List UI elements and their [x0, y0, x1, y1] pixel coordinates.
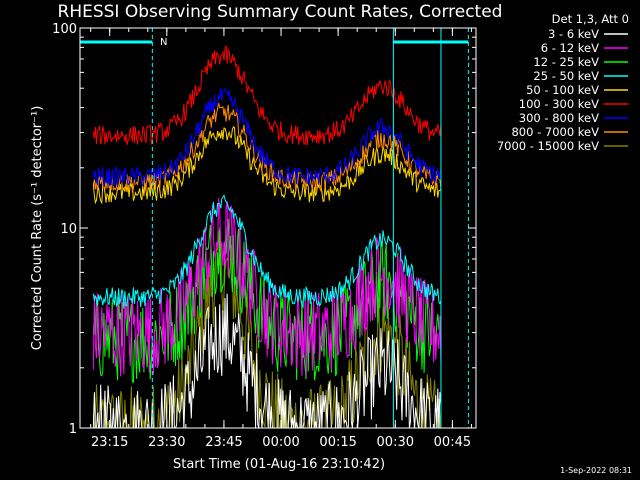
timestamp: 1-Sep-2022 08:31: [560, 466, 632, 475]
x-tick-label-4: 00:15: [319, 435, 356, 450]
x-tick-label-1: 23:30: [148, 435, 185, 450]
series-line-1: [92, 197, 442, 377]
legend-label-7: 800 - 7000 keV: [511, 125, 599, 139]
legend-label-6: 300 - 800 keV: [519, 111, 599, 125]
y-tick-label-2: 100: [52, 22, 77, 37]
y-tick-label-0: 1: [69, 422, 77, 437]
x-tick-label-6: 00:45: [434, 435, 471, 450]
legend-label-5: 100 - 300 keV: [519, 97, 599, 111]
legend-header: Det 1,3, Att 0: [552, 12, 629, 26]
chart-title: RHESSI Observing Summary Count Rates, Co…: [58, 2, 503, 22]
x-tick-label-0: 23:15: [91, 435, 128, 450]
x-axis-label: Start Time (01-Aug-16 23:10:42): [173, 457, 385, 472]
legend-label-8: 7000 - 15000 keV: [497, 139, 599, 153]
legend-label-4: 50 - 100 keV: [526, 83, 599, 97]
series-line-5: [92, 44, 442, 146]
legend-label-3: 25 - 50 keV: [533, 69, 599, 83]
legend-label-1: 6 - 12 keV: [541, 41, 599, 55]
x-tick-label-5: 00:30: [377, 435, 414, 450]
legend-label-2: 12 - 25 keV: [533, 55, 599, 69]
axes: 1 10 100 23:15 23:30 23:45 00:00 00:15 00:30 00:4…: [52, 22, 476, 450]
plot-area: N: [80, 28, 469, 430]
x-tick-label-2: 23:45: [205, 435, 242, 450]
series-line-6: [92, 87, 442, 187]
y-axis-label: Corrected Count Rate (s⁻¹ detector⁻¹): [30, 106, 45, 351]
flag-label: N: [160, 37, 167, 48]
legend-label-0: 3 - 6 keV: [548, 27, 599, 41]
series-line-2: [92, 218, 442, 384]
series-line-3: [92, 194, 442, 309]
x-tick-label-3: 00:00: [262, 435, 299, 450]
y-tick-label-1: 10: [60, 222, 77, 237]
